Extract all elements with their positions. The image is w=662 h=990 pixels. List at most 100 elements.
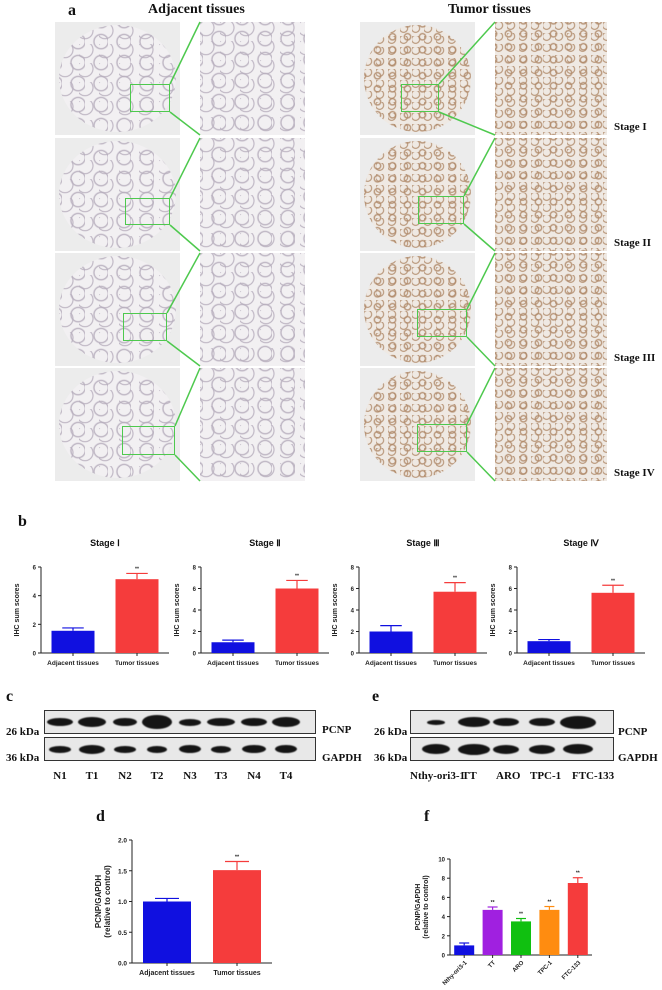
inset-highlight-box [125, 198, 170, 225]
stage-label-2: Stage II [614, 237, 651, 249]
svg-text:2.0: 2.0 [118, 838, 127, 845]
band-gapdh-N2 [114, 745, 136, 753]
panel-f-label: f [424, 808, 430, 825]
svg-text:IHC sum scores: IHC sum scores [174, 583, 181, 636]
svg-text:FTC-133: FTC-133 [561, 960, 582, 981]
kda-label-pcnp: 26 kDa [6, 726, 40, 738]
svg-text:4: 4 [193, 609, 197, 615]
svg-text:**: ** [491, 900, 495, 906]
svg-text:0: 0 [351, 652, 355, 658]
stage-chart-title-4: Stage Ⅳ [563, 538, 599, 548]
bar-chart: 0.0 0.5 1.0 1.5 2.0 PCNP/GAPDH (relative to co… [94, 838, 272, 977]
tumor-tissue-core-3 [360, 253, 475, 366]
band-pcnp-N1 [47, 718, 73, 726]
inset-highlight-box [418, 196, 464, 224]
kda-label-gapdh: 36 kDa [374, 752, 408, 764]
svg-text:TT: TT [488, 960, 498, 970]
tissue-core-image [59, 141, 176, 248]
lane-label: T3 [214, 770, 228, 782]
band-pcnp-Nthy-ori3-1 [427, 719, 445, 725]
svg-text:2: 2 [33, 623, 37, 629]
svg-text:2: 2 [442, 934, 446, 940]
lane-label: T4 [279, 770, 293, 782]
svg-text:6: 6 [351, 587, 355, 593]
svg-text:IHC sum scores: IHC sum scores [490, 583, 497, 636]
stage-chart-title-1: Stage Ⅰ [90, 538, 120, 548]
band-pcnp-T4 [272, 717, 300, 727]
svg-text:**: ** [235, 855, 240, 861]
band-gapdh-TPC-1 [529, 744, 555, 754]
inset-highlight-box [417, 424, 467, 452]
band-gapdh-N4 [242, 745, 266, 753]
band-gapdh-N1 [49, 745, 71, 753]
band-gapdh-T4 [275, 745, 297, 753]
protein-label-pcnp: PCNP [618, 726, 648, 738]
svg-text:0: 0 [33, 652, 37, 658]
tumor-tissue-zoom-2 [495, 138, 607, 251]
inset-highlight-box [123, 313, 167, 341]
panel-c-label: c [6, 688, 14, 705]
kda-label-gapdh: 36 kDa [6, 752, 40, 764]
protein-label-pcnp: PCNP [322, 724, 352, 736]
kda-label-pcnp: 26 kDa [374, 726, 408, 738]
adjacent-tissues-header: Adjacent tissues [148, 2, 245, 17]
svg-text:**: ** [453, 576, 457, 582]
lane-label: N2 [118, 770, 132, 782]
tumor-tissue-zoom-1 [495, 22, 607, 135]
svg-text:8: 8 [509, 566, 513, 572]
band-pcnp-ARO [493, 718, 519, 726]
protein-label-gapdh: GAPDH [322, 752, 362, 764]
lane-label: TPC-1 [530, 770, 562, 782]
panel-d-label: d [96, 808, 105, 825]
svg-text:0.5: 0.5 [118, 930, 127, 937]
adjacent-tissue-core-3 [55, 253, 180, 366]
adjacent-tissue-core-1 [55, 22, 180, 135]
svg-text:6: 6 [509, 587, 513, 593]
inset-highlight-box [130, 84, 170, 112]
tissue-core-image [364, 141, 471, 248]
band-gapdh-ARO [493, 744, 519, 754]
stage-label-4: Stage IV [614, 467, 655, 479]
adjacent-tissue-zoom-3 [200, 253, 305, 366]
svg-text:2: 2 [351, 630, 355, 636]
lane-label: N3 [183, 770, 197, 782]
band-pcnp-TPC-1 [529, 718, 555, 726]
svg-text:4: 4 [509, 609, 513, 615]
band-gapdh-T3 [211, 745, 231, 753]
svg-text:Tumor tissues: Tumor tissues [591, 660, 635, 667]
svg-text:Tumor tissues: Tumor tissues [115, 660, 159, 667]
bar-chart: 0 2 4 6 8 IHC sum scores Adjacent tissues ** Tum… [174, 566, 329, 667]
svg-text:6: 6 [442, 896, 446, 902]
inset-highlight-box [122, 426, 175, 455]
svg-text:PCNP/GAPDH: PCNP/GAPDH [415, 884, 422, 931]
svg-text:8: 8 [351, 566, 355, 572]
svg-text:**: ** [295, 573, 299, 579]
stage-label-1: Stage I [614, 121, 647, 133]
svg-text:**: ** [135, 566, 139, 572]
svg-text:Tumor tissues: Tumor tissues [213, 970, 260, 977]
band-gapdh-T2 [147, 745, 167, 753]
svg-text:6: 6 [193, 587, 197, 593]
band-gapdh-FTC-133 [563, 744, 593, 754]
svg-text:IHC sum scores: IHC sum scores [332, 583, 339, 636]
stage-chart-title-3: Stage Ⅲ [406, 538, 440, 548]
bar-chart: 0 2 4 6 8 IHC sum scores Adjacent tissues ** Tum… [332, 566, 487, 667]
svg-text:(relative to control): (relative to control) [103, 865, 112, 938]
tumor-tissue-zoom-4 [495, 368, 607, 481]
svg-text:TPC-1: TPC-1 [537, 960, 554, 977]
inset-highlight-box [401, 84, 439, 112]
lane-label: T1 [85, 770, 99, 782]
svg-text:PCNP/GAPDH: PCNP/GAPDH [94, 875, 103, 929]
panel-a-label: a [68, 2, 76, 19]
svg-text:0: 0 [193, 652, 197, 658]
band-pcnp-T3 [207, 718, 235, 726]
band-gapdh-Nthy-ori3-1 [422, 744, 450, 754]
tissue-core-image [364, 25, 471, 132]
svg-text:4: 4 [351, 609, 355, 615]
bar-chart: 0 2 4 6 8 10 PCNP/GAPDH (relative to control) Nt… [415, 858, 592, 987]
svg-text:Adjacent tissues: Adjacent tissues [523, 660, 575, 667]
adjacent-tissue-zoom-2 [200, 138, 305, 251]
svg-text:Adjacent tissues: Adjacent tissues [207, 660, 259, 667]
svg-text:Nthy-ori3-1: Nthy-ori3-1 [442, 960, 469, 987]
band-gapdh-N3 [179, 745, 201, 753]
